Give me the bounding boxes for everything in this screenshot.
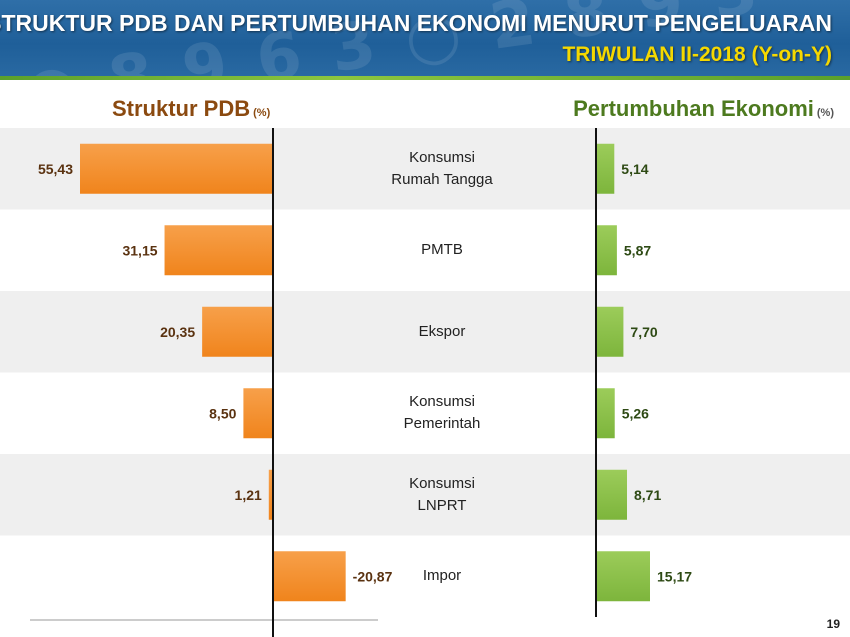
pertumbuhan-heading-unit: (%) — [816, 107, 834, 119]
header-banner: ● 8 9 6 3 ○ 2 8 9 3 — [0, 0, 850, 80]
pertumbuhan-bar — [596, 225, 617, 276]
struktur-bar — [243, 388, 273, 439]
struktur-bar — [273, 551, 346, 602]
struktur-value-label: 20,35 — [160, 324, 195, 340]
struktur-bar — [80, 143, 273, 194]
struktur-bar — [268, 469, 273, 520]
pertumbuhan-bar — [596, 469, 628, 520]
pertumbuhan-value-label: 7,70 — [630, 324, 657, 340]
struktur-heading: Struktur PDB (%) — [112, 96, 270, 122]
pertumbuhan-value-label: 5,14 — [621, 161, 648, 177]
category-label: Konsumsi Rumah Tangga — [391, 148, 493, 188]
struktur-value-label: 8,50 — [209, 405, 236, 421]
struktur-bar — [164, 225, 273, 276]
struktur-heading-label: Struktur PDB — [112, 96, 251, 121]
struktur-value-label: 31,15 — [122, 242, 157, 258]
pertumbuhan-value-label: 5,87 — [624, 242, 651, 258]
page-title: STRUKTUR PDB DAN PERTUMBUHAN EKONOMI MEN… — [0, 10, 832, 36]
pertumbuhan-value-label: 8,71 — [634, 487, 661, 503]
pertumbuhan-heading-label: Pertumbuhan Ekonomi — [573, 96, 814, 121]
row-band — [0, 291, 850, 373]
pertumbuhan-heading: Pertumbuhan Ekonomi (%) — [573, 96, 834, 122]
struktur-bar — [202, 306, 273, 357]
pertumbuhan-value-label: 5,26 — [622, 405, 649, 421]
pertumbuhan-bar — [596, 143, 615, 194]
pertumbuhan-bar — [596, 551, 650, 602]
category-label: Konsumsi Pemerintah — [403, 393, 481, 433]
pertumbuhan-bar — [596, 306, 624, 357]
struktur-value-label: -20,87 — [353, 568, 393, 584]
pertumbuhan-value-label: 15,17 — [657, 568, 692, 584]
page-number: 19 — [826, 617, 840, 631]
page-subtitle: TRIWULAN II-2018 (Y-on-Y) — [562, 43, 832, 66]
struktur-value-label: 55,43 — [38, 161, 73, 177]
category-label: Konsumsi LNPRT — [409, 474, 475, 514]
struktur-heading-unit: (%) — [253, 107, 271, 119]
pertumbuhan-bar — [596, 388, 615, 439]
header-rule — [0, 76, 850, 80]
category-label: Impor — [422, 567, 462, 585]
struktur-value-label: 1,21 — [235, 487, 262, 503]
category-label: Ekspor — [418, 322, 466, 340]
row-band — [0, 454, 850, 536]
category-label: PMTB — [421, 241, 463, 259]
